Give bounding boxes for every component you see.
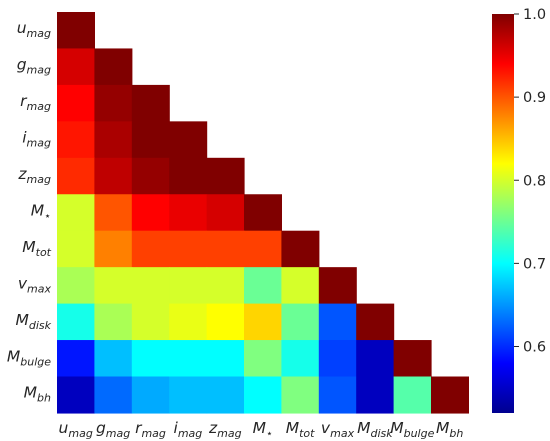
heatmap-cell-10-7 xyxy=(318,376,357,414)
column-label-0: umag xyxy=(59,419,93,440)
heatmap-cell-9-0 xyxy=(57,340,95,378)
heatmap-cell-2-2 xyxy=(131,84,170,122)
heatmap-cell-0-0 xyxy=(57,12,95,50)
heatmap-cell-4-2 xyxy=(131,157,170,195)
heatmap-cell-6-6 xyxy=(281,230,320,268)
colorbar-tick-label-3: 0.9 xyxy=(523,90,546,106)
column-label-7: vmax xyxy=(321,419,355,440)
row-label-3: imag xyxy=(22,129,51,150)
heatmap-cell-10-9 xyxy=(393,376,432,414)
heatmap-cell-9-2 xyxy=(131,340,170,378)
heatmap-cell-7-5 xyxy=(244,267,282,305)
heatmap-cell-6-2 xyxy=(131,230,170,268)
heatmap-cell-10-10 xyxy=(431,376,469,414)
heatmap-cell-9-1 xyxy=(94,340,133,378)
colorbar: 0.6 0.7 0.8 0.9 1.0 xyxy=(492,7,546,413)
heatmap-cell-9-3 xyxy=(169,340,208,378)
row-label-0: umag xyxy=(17,19,51,40)
heatmap-cell-10-5 xyxy=(244,376,282,414)
colorbar-tick-label-0: 0.6 xyxy=(523,340,546,356)
heatmap-cell-8-4 xyxy=(206,303,245,341)
row-label-2: rmag xyxy=(20,92,51,113)
column-label-5: M⋆ xyxy=(253,419,273,440)
heatmap-cell-9-9 xyxy=(393,340,432,378)
heatmap-cell-7-0 xyxy=(57,267,95,305)
heatmap-cell-10-6 xyxy=(281,376,320,414)
heatmap-cell-6-3 xyxy=(169,230,208,268)
row-label-5: M⋆ xyxy=(31,201,51,222)
heatmap-cell-7-1 xyxy=(94,267,133,305)
row-label-9: Mbulge xyxy=(7,347,51,368)
heatmap-cell-8-0 xyxy=(57,303,95,341)
heatmap-cell-8-8 xyxy=(356,303,395,341)
heatmap-cell-9-7 xyxy=(318,340,357,378)
column-label-9: Mbulge xyxy=(390,419,434,440)
column-labels: umag gmag rmag imag zmag M⋆ Mtot vmax MdiskMbulg… xyxy=(59,419,464,440)
heatmap-cell-7-7 xyxy=(318,267,357,305)
row-label-4: zmag xyxy=(17,165,51,186)
column-label-1: gmag xyxy=(96,419,130,440)
colorbar-tick-label-1: 0.7 xyxy=(523,256,546,272)
colorbar-tick-label-2: 0.8 xyxy=(523,173,546,189)
heatmap-cell-4-1 xyxy=(94,157,133,195)
heatmap-cell-9-5 xyxy=(244,340,282,378)
heatmap-cell-6-4 xyxy=(206,230,245,268)
heatmap-cell-7-2 xyxy=(131,267,170,305)
row-label-8: Mdisk xyxy=(15,311,51,332)
heatmap-cell-6-1 xyxy=(94,230,133,268)
column-label-2: rmag xyxy=(135,419,166,440)
heatmap-cell-8-7 xyxy=(318,303,357,341)
row-label-10: Mbh xyxy=(24,384,51,405)
colorbar-gradient xyxy=(492,14,514,413)
heatmap-cell-7-4 xyxy=(206,267,245,305)
row-label-6: Mtot xyxy=(22,238,51,259)
row-label-1: gmag xyxy=(17,56,51,77)
heatmap-cell-5-2 xyxy=(131,194,170,232)
heatmap-cell-4-3 xyxy=(169,157,208,195)
heatmap-cell-8-2 xyxy=(131,303,170,341)
row-labels: umag gmag rmag imag zmag M⋆ Mtot vmax Mdisk Mbulg… xyxy=(7,19,52,405)
heatmap-cell-1-0 xyxy=(57,48,95,86)
heatmap-cell-8-5 xyxy=(244,303,282,341)
heatmap-cell-9-6 xyxy=(281,340,320,378)
heatmap-cell-6-0 xyxy=(57,230,95,268)
heatmap-cell-5-3 xyxy=(169,194,208,232)
column-label-8: Mdisk xyxy=(357,419,393,440)
heatmap-cell-5-5 xyxy=(244,194,282,232)
heatmap-cell-8-3 xyxy=(169,303,208,341)
heatmap-cell-2-0 xyxy=(57,84,95,122)
heatmap-cell-8-6 xyxy=(281,303,320,341)
heatmap-cells xyxy=(57,12,469,414)
column-label-10: Mbh xyxy=(436,419,463,440)
heatmap-cell-1-1 xyxy=(94,48,133,86)
colorbar-tick-label-4: 1.0 xyxy=(523,7,546,23)
heatmap-cell-7-6 xyxy=(281,267,320,305)
heatmap-cell-4-4 xyxy=(206,157,245,195)
heatmap-cell-3-1 xyxy=(94,121,133,159)
heatmap-cell-5-4 xyxy=(206,194,245,232)
heatmap-cell-10-2 xyxy=(131,376,170,414)
heatmap-cell-9-4 xyxy=(206,340,245,378)
heatmap-cell-10-1 xyxy=(94,376,133,414)
column-label-4: zmag xyxy=(208,419,242,440)
heatmap-cell-10-4 xyxy=(206,376,245,414)
row-label-7: vmax xyxy=(18,274,52,295)
heatmap-cell-8-1 xyxy=(94,303,133,341)
heatmap-cell-6-5 xyxy=(244,230,282,268)
heatmap-cell-10-8 xyxy=(356,376,395,414)
heatmap-cell-5-0 xyxy=(57,194,95,232)
heatmap-cell-7-3 xyxy=(169,267,208,305)
heatmap-cell-2-1 xyxy=(94,84,133,122)
heatmap-cell-10-3 xyxy=(169,376,208,414)
heatmap-cell-3-0 xyxy=(57,121,95,159)
heatmap-cell-10-0 xyxy=(57,376,95,414)
heatmap-cell-3-2 xyxy=(131,121,170,159)
heatmap-cell-4-0 xyxy=(57,157,95,195)
column-label-3: imag xyxy=(174,419,203,440)
heatmap-cell-5-1 xyxy=(94,194,133,232)
heatmap-cell-9-8 xyxy=(356,340,395,378)
heatmap-cell-3-3 xyxy=(169,121,208,159)
column-label-6: Mtot xyxy=(286,419,315,440)
